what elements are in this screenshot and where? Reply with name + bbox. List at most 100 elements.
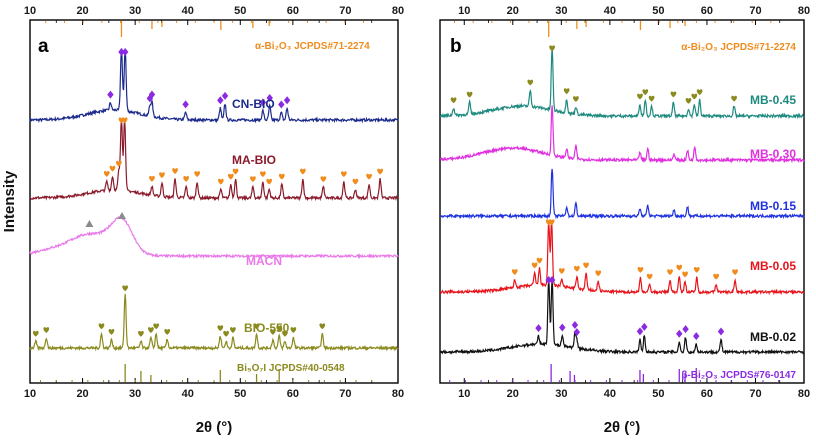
x-tick-label-bottom: 30 xyxy=(555,388,567,400)
peak-marker xyxy=(253,323,260,330)
peak-marker xyxy=(377,168,383,175)
peak-marker xyxy=(153,323,160,330)
peak-marker xyxy=(276,325,283,332)
top-reference-label: α-Bi₂O₃ JCPDS#71-2274 xyxy=(681,42,796,53)
peak-marker xyxy=(573,96,579,102)
peak-marker xyxy=(511,269,518,275)
series-label-mb-0.02: MB-0.02 xyxy=(750,330,796,344)
peak-marker xyxy=(259,98,267,107)
x-tick-label-top: 10 xyxy=(458,5,470,17)
peak-marker xyxy=(595,270,602,277)
x-tick-label-bottom: 20 xyxy=(76,388,88,400)
peak-marker xyxy=(691,93,698,100)
series-label-mb-0.30: MB-0.30 xyxy=(750,147,796,161)
x-tick-label-top: 20 xyxy=(76,5,88,17)
peak-marker xyxy=(182,100,189,109)
peak-marker xyxy=(646,273,653,280)
peak-marker xyxy=(230,327,236,333)
peak-marker xyxy=(559,323,566,332)
x-tick-label-bottom: 80 xyxy=(392,388,404,400)
peak-marker xyxy=(535,324,542,333)
peak-marker xyxy=(648,95,655,102)
peak-marker xyxy=(531,262,538,269)
peak-marker xyxy=(682,325,689,334)
x-tick-label-bottom: 60 xyxy=(701,388,713,400)
x-tick-label-bottom: 20 xyxy=(507,388,519,400)
x-axis-title: 2θ (°) xyxy=(196,419,233,436)
series-label-mb-0.05: MB-0.05 xyxy=(750,259,796,273)
x-axis-title: 2θ (°) xyxy=(604,419,641,436)
peak-marker xyxy=(107,90,114,99)
x-tick-label-top: 10 xyxy=(24,5,36,17)
x-tick-label-top: 30 xyxy=(129,5,141,17)
series-label-mb-0.15: MB-0.15 xyxy=(750,199,796,213)
peak-marker xyxy=(571,320,579,329)
peak-marker xyxy=(558,268,565,274)
peak-marker xyxy=(693,332,700,341)
peak-marker xyxy=(685,97,692,104)
x-tick-label-top: 60 xyxy=(287,5,299,17)
peak-marker xyxy=(641,322,648,331)
peak-marker xyxy=(103,171,110,177)
peak-marker xyxy=(527,79,534,86)
peak-marker xyxy=(290,327,297,333)
peak-marker xyxy=(148,90,156,99)
x-tick-label-bottom: 40 xyxy=(604,388,616,400)
x-tick-label-top: 50 xyxy=(652,5,664,17)
x-tick-label-top: 70 xyxy=(339,5,351,17)
peak-marker xyxy=(232,168,239,175)
peak-marker xyxy=(121,117,128,124)
peak-marker xyxy=(278,100,285,109)
x-tick-label-bottom: 70 xyxy=(749,388,761,400)
peak-marker xyxy=(217,178,224,185)
peak-marker xyxy=(221,91,229,100)
peak-marker xyxy=(676,329,683,338)
peak-marker xyxy=(682,271,688,278)
peak-marker xyxy=(731,95,737,102)
peak-marker xyxy=(352,178,359,185)
panel-b: 10 10 20 20 30 30 40 40 50 50 60 60 70 70 80 80 2θ (°) b α… xyxy=(439,5,810,436)
peak-marker xyxy=(636,327,644,336)
x-tick-label-bottom: 40 xyxy=(182,388,194,400)
peak-marker xyxy=(148,327,154,333)
peak-marker xyxy=(266,178,273,185)
peak-marker xyxy=(278,173,285,180)
peak-marker xyxy=(122,285,129,292)
peak-marker xyxy=(536,257,543,264)
peak-marker xyxy=(549,45,555,52)
panel-label: b xyxy=(450,36,462,57)
peak-marker xyxy=(121,48,129,56)
series-label-cn-bio: CN-BIO xyxy=(232,97,275,111)
peak-marker xyxy=(32,330,39,337)
peak-marker xyxy=(138,330,144,337)
peak-marker xyxy=(713,273,720,280)
plot-frame xyxy=(29,19,399,384)
x-tick-label-top: 30 xyxy=(555,5,567,17)
x-tick-label-top: 50 xyxy=(234,5,246,17)
peak-marker xyxy=(283,96,291,105)
peak-marker xyxy=(563,88,570,95)
series-line-bio-550 xyxy=(29,293,399,352)
x-tick-label-bottom: 50 xyxy=(652,388,664,400)
peak-marker xyxy=(732,269,738,276)
y-axis-title: Intensity xyxy=(1,170,18,232)
panel-a: 10 10 20 20 30 30 40 40 50 50 60 60 70 70 80 80 2θ (°) In… xyxy=(1,5,404,436)
x-tick-label-top: 60 xyxy=(701,5,713,17)
peak-marker xyxy=(266,94,273,103)
peak-marker xyxy=(109,165,116,172)
peak-marker xyxy=(164,329,171,335)
peak-marker xyxy=(194,171,201,177)
series-line-mb-0.45 xyxy=(439,47,805,120)
series-label-macn: MACN xyxy=(246,254,282,268)
peak-marker xyxy=(299,168,306,175)
bottom-reference-label: Bi₅O₇I JCPDS#40-0548 xyxy=(237,363,345,374)
peak-marker xyxy=(642,89,649,96)
peak-marker xyxy=(270,329,276,335)
peak-marker xyxy=(637,266,644,273)
peak-marker xyxy=(118,212,126,219)
peak-marker xyxy=(637,93,643,100)
peak-marker xyxy=(217,325,224,332)
series-label-mb-0.45: MB-0.45 xyxy=(750,93,796,107)
peak-marker xyxy=(282,330,288,337)
peak-marker xyxy=(217,96,224,105)
